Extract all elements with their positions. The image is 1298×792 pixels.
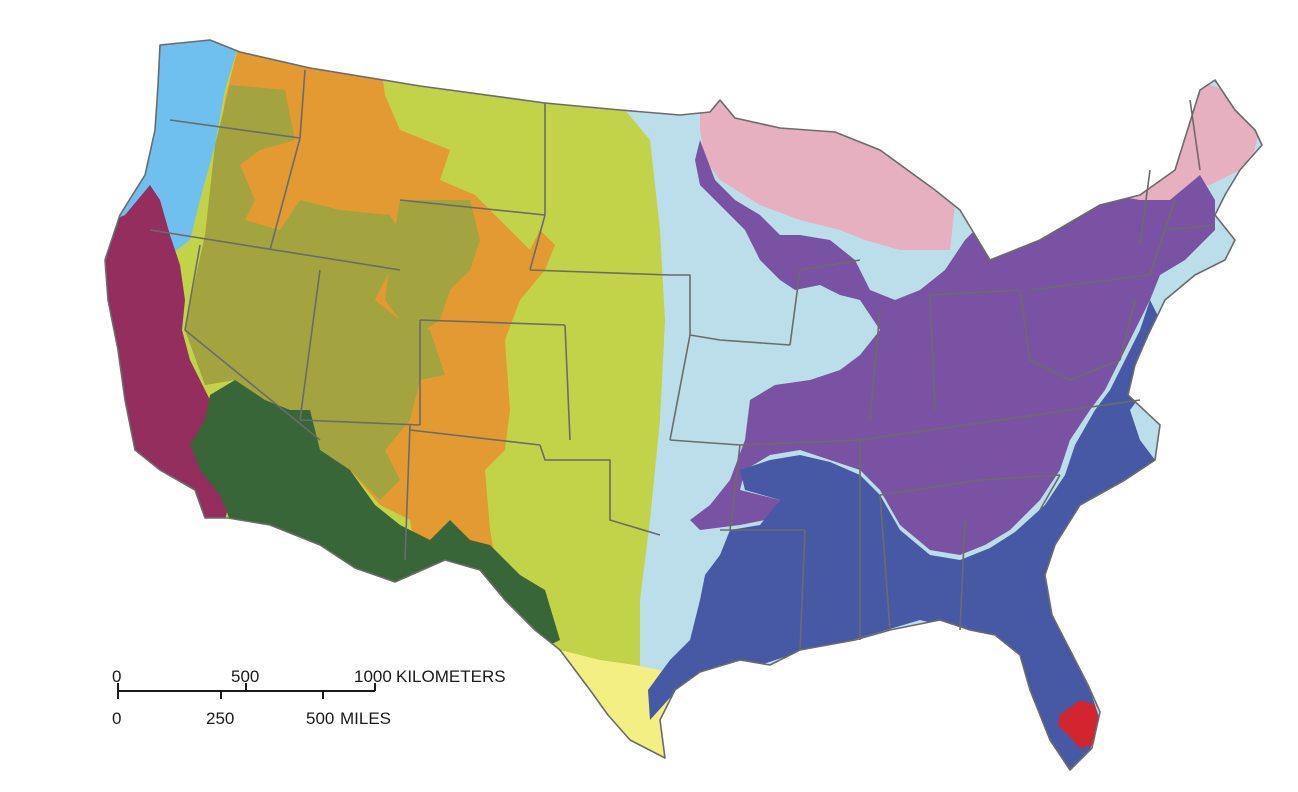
region-southeast <box>648 300 1165 770</box>
mile-unit-label: MILES <box>340 709 391 728</box>
state-lines-east <box>1019 99 1216 511</box>
region-south-texas <box>560 650 680 760</box>
state-boundaries <box>104 39 1263 771</box>
state-lines-west <box>149 69 671 561</box>
region-central-appalachian <box>690 140 1215 555</box>
km-unit-label: KILOMETERS <box>396 667 506 686</box>
region-intermountain <box>185 85 445 500</box>
km-tick-label-1000: 1000 <box>354 667 392 686</box>
mile-tick-label-250: 250 <box>206 709 234 728</box>
region-intermountain-east <box>385 200 480 330</box>
km-tick-label-500: 500 <box>231 667 259 686</box>
state-lines-central <box>669 259 1141 651</box>
region-south-florida <box>1058 700 1100 748</box>
country-outline <box>104 39 1263 771</box>
scale-bar: 0 500 1000 KILOMETERS 0 250 500 MILES <box>112 667 506 728</box>
region-california <box>105 185 230 520</box>
mile-tick-label-0: 0 <box>112 709 121 728</box>
km-tick-label-0: 0 <box>112 667 121 686</box>
mile-tick-label-500: 500 <box>306 709 334 728</box>
